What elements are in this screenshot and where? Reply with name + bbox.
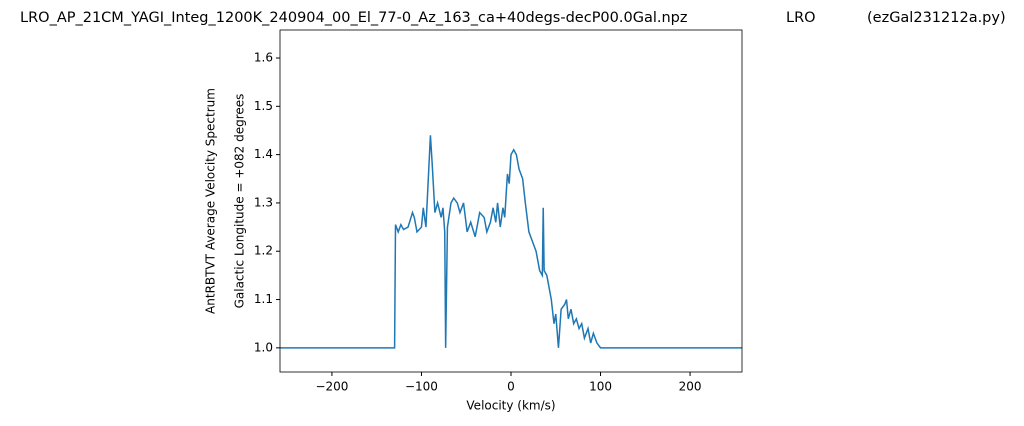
x-tick-label: 100 — [589, 380, 612, 394]
y-tick-label: 1.3 — [254, 195, 273, 209]
y-axis-label: AntRBTVT Average Velocity Spectrum — [204, 88, 218, 314]
x-tick-label: 0 — [507, 380, 515, 394]
chart-title: (ezGal231212a.py) — [867, 10, 1006, 26]
chart-title: LRO — [786, 10, 816, 26]
plot-frame — [279, 29, 743, 373]
y-tick-label: 1.6 — [254, 51, 273, 65]
x-tick-label: −100 — [405, 380, 438, 394]
y-tick-label: 1.4 — [254, 147, 273, 161]
x-tick-label: −200 — [315, 380, 348, 394]
y-axis-label: Galactic Longitude = +082 degrees — [233, 94, 247, 309]
y-tick-label: 1.2 — [254, 244, 273, 258]
line-series — [280, 135, 742, 349]
y-tick-label: 1.1 — [254, 292, 273, 306]
x-axis-label: Velocity (km/s) — [466, 399, 555, 413]
x-tick-label: 200 — [679, 380, 702, 394]
y-tick-label: 1.0 — [254, 340, 273, 354]
chart-title: LRO_AP_21CM_YAGI_Integ_1200K_240904_00_E… — [20, 10, 687, 26]
y-tick-label: 1.5 — [254, 99, 273, 113]
